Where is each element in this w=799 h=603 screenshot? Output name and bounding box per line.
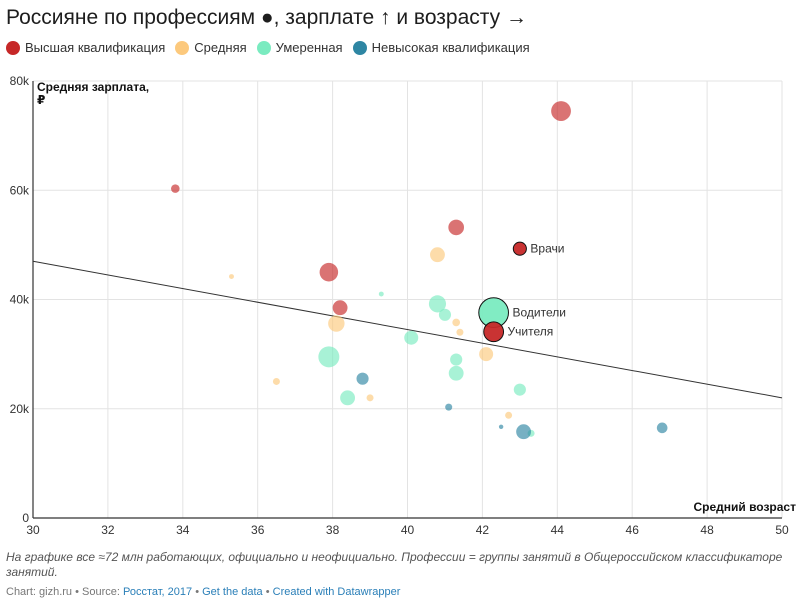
x-tick-label: 44 (551, 523, 565, 537)
axis-text-layer: Средняя зарплата, ₽ Средний возраст 30 32… (10, 74, 796, 537)
legend-dot-icon (256, 40, 271, 55)
scatter-point (404, 330, 419, 345)
scatter-point (328, 315, 345, 332)
x-tick-label: 32 (101, 523, 115, 537)
legend-dot-icon (6, 40, 20, 55)
legend-label: Невысокая квалификация (371, 40, 530, 55)
y-tick-label: 0 (22, 511, 29, 525)
scatter-point (445, 403, 453, 411)
grid (32, 80, 783, 519)
scatter-point (272, 377, 280, 385)
x-tick-label: 50 (775, 523, 789, 537)
scatter-point (171, 184, 180, 193)
footer-credit: Chart: gizh.ru • Source: (6, 586, 123, 598)
x-tick-label: 38 (326, 523, 340, 537)
y-tick-label: 20k (10, 402, 30, 416)
scatter-point (448, 365, 464, 381)
scatter-point (366, 394, 374, 402)
scatter-point (498, 424, 504, 429)
highlighted-point (483, 321, 505, 343)
scatter-point (319, 262, 339, 282)
points-layer (171, 101, 668, 440)
scatter-point (450, 353, 463, 366)
x-tick-label: 30 (26, 523, 40, 537)
scatter-point (513, 383, 526, 396)
chart-title: Россияне по профессиям ●, зарплате ↑ и в… (6, 6, 527, 29)
scatter-point (430, 247, 445, 263)
scatter-point (428, 295, 447, 313)
source-link[interactable]: Росстат, 2017 (122, 586, 193, 598)
scatter-point (448, 219, 465, 236)
scatter-point (340, 390, 356, 406)
x-axis-title: Средний возраст (693, 500, 796, 514)
chart-footer: Chart: gizh.ru • Source: Росстат, 2017 •… (6, 586, 400, 598)
scatter-point (438, 308, 452, 321)
scatter-point (332, 300, 348, 316)
y-axis-title-line1: Средняя зарплата, (37, 80, 149, 94)
legend-label: Высшая квалификация (25, 40, 166, 55)
legend-item-moderate: Умеренная (256, 40, 343, 55)
footer-separator: • (192, 586, 203, 598)
scatter-point (229, 274, 234, 280)
datawrapper-link[interactable]: Created with Datawrapper (272, 586, 401, 598)
legend-dot-icon (352, 40, 367, 55)
get-data-link[interactable]: Get the data (202, 586, 263, 598)
x-tick-label: 46 (626, 523, 640, 537)
scatter-point (452, 318, 461, 327)
x-tick-label: 36 (251, 523, 265, 537)
legend-label: Умеренная (275, 40, 343, 55)
x-tick-label: 40 (401, 523, 415, 537)
scatter-point (456, 328, 464, 336)
point-label: Учителя (508, 325, 554, 339)
point-label: Врачи (530, 242, 564, 256)
scatter-point (656, 422, 668, 434)
scatter-point (505, 411, 513, 419)
legend-item-medium: Средняя (175, 40, 247, 55)
legend-item-low: Невысокая квалификация (352, 40, 530, 55)
highlight-layer: Водители Учителя Врачи (478, 241, 566, 343)
scatter-point (356, 372, 369, 385)
scatter-chart: Водители Учителя Врачи Средняя зарплата, ₽… (10, 74, 796, 537)
y-tick-label: 40k (10, 293, 30, 307)
legend-item-high: Высшая квалификация (6, 40, 165, 55)
x-tick-label: 42 (476, 523, 490, 537)
x-tick-label: 34 (176, 523, 190, 537)
y-tick-label: 80k (10, 74, 30, 88)
legend-label: Средняя (194, 40, 247, 55)
point-label: Водители (512, 306, 565, 320)
legend: Высшая квалификация Средняя Умеренная Не… (6, 40, 540, 55)
footer-separator: • (262, 586, 273, 598)
legend-dot-icon (175, 40, 190, 55)
trendline-layer (32, 260, 783, 399)
scatter-point (516, 424, 532, 440)
highlighted-point (512, 241, 527, 256)
trendline (32, 260, 783, 399)
scatter-point (378, 291, 384, 297)
scatter-point (318, 346, 340, 368)
y-axis-title-line2: ₽ (37, 93, 45, 107)
scatter-point (479, 347, 494, 362)
chart-notes: На графике все ≈72 млн работающих, офици… (6, 550, 783, 579)
x-tick-label: 48 (700, 523, 714, 537)
scatter-point (551, 101, 571, 121)
y-tick-label: 60k (10, 183, 30, 197)
